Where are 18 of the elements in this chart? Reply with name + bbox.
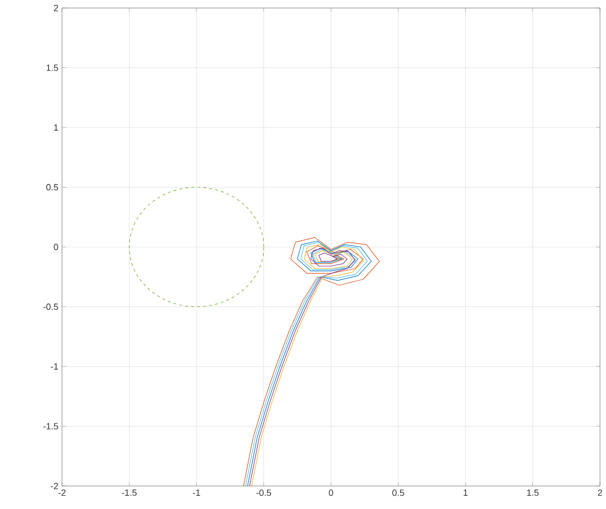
y-tick-label: -0.5 — [43, 304, 58, 310]
x-tick-label: -1.5 — [122, 490, 137, 496]
y-tick-label: -1.5 — [43, 423, 58, 430]
x-tick-label: -0.5 — [256, 490, 272, 496]
y-tick-label: 0.5 — [46, 184, 58, 190]
y-tick-label: -1 — [50, 363, 58, 370]
y-tick-label: 2 — [54, 4, 58, 12]
y-tick-label: -2 — [50, 482, 58, 490]
x-tick-label: 1 — [464, 490, 468, 496]
x-tick-label: -2 — [58, 490, 66, 496]
y-tick-label: 0 — [54, 244, 58, 250]
x-tick-label: 1.5 — [527, 490, 539, 496]
y-tick-label: 1.5 — [46, 64, 58, 71]
x-tick-label: -1 — [192, 490, 200, 496]
x-tick-label: 0.5 — [392, 490, 404, 496]
y-tick-label: 1 — [54, 124, 58, 131]
x-tick-label: 0 — [328, 490, 334, 496]
x-tick-label: 2 — [598, 490, 602, 496]
